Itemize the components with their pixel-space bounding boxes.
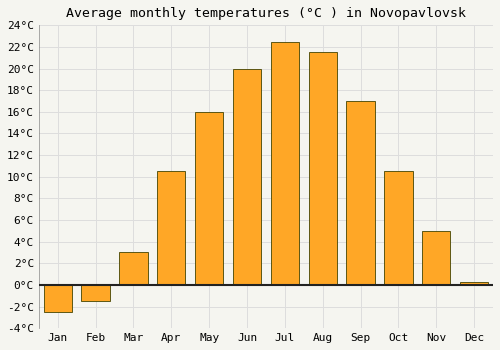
Bar	[346, 101, 375, 285]
Bar	[233, 69, 261, 285]
Bar	[82, 285, 110, 301]
Bar	[308, 52, 337, 285]
Bar	[422, 231, 450, 285]
Bar	[119, 252, 148, 285]
Bar	[270, 42, 299, 285]
Bar	[195, 112, 224, 285]
Bar	[157, 172, 186, 285]
Bar	[44, 285, 72, 312]
Title: Average monthly temperatures (°C ) in Novopavlovsk: Average monthly temperatures (°C ) in No…	[66, 7, 466, 20]
Bar	[384, 172, 412, 285]
Bar	[460, 282, 488, 285]
